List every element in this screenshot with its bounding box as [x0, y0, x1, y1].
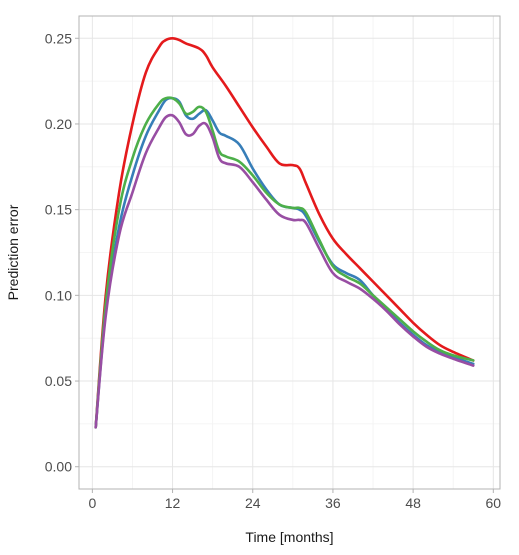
x-tick-label: 36	[325, 495, 341, 511]
minor-gridlines	[79, 16, 500, 489]
y-axis-title: Prediction error	[5, 204, 21, 300]
series-line-3	[94, 96, 475, 429]
x-tick-label: 12	[165, 495, 181, 511]
y-tick-label: 0.05	[45, 373, 72, 389]
y-tick-label: 0.20	[45, 116, 72, 132]
x-axis: 0 12 24 36 48 60	[88, 489, 501, 511]
y-tick-label: 0.15	[45, 202, 72, 218]
y-tick-label: 0.00	[45, 459, 72, 475]
panel-border	[78, 15, 501, 490]
series-lines	[94, 36, 475, 429]
major-gridlines	[79, 16, 500, 489]
x-tick-label: 60	[486, 495, 502, 511]
series-line-4	[94, 113, 475, 429]
x-tick-label: 24	[245, 495, 261, 511]
y-tick-label: 0.25	[45, 30, 72, 46]
y-axis: 0.00 0.05 0.10 0.15 0.20 0.25	[45, 30, 79, 475]
x-axis-title: Time [months]	[245, 529, 333, 545]
y-tick-label: 0.10	[45, 287, 72, 303]
x-tick-label: 48	[405, 495, 421, 511]
series-line-1	[94, 36, 475, 429]
x-tick-label: 0	[88, 495, 96, 511]
